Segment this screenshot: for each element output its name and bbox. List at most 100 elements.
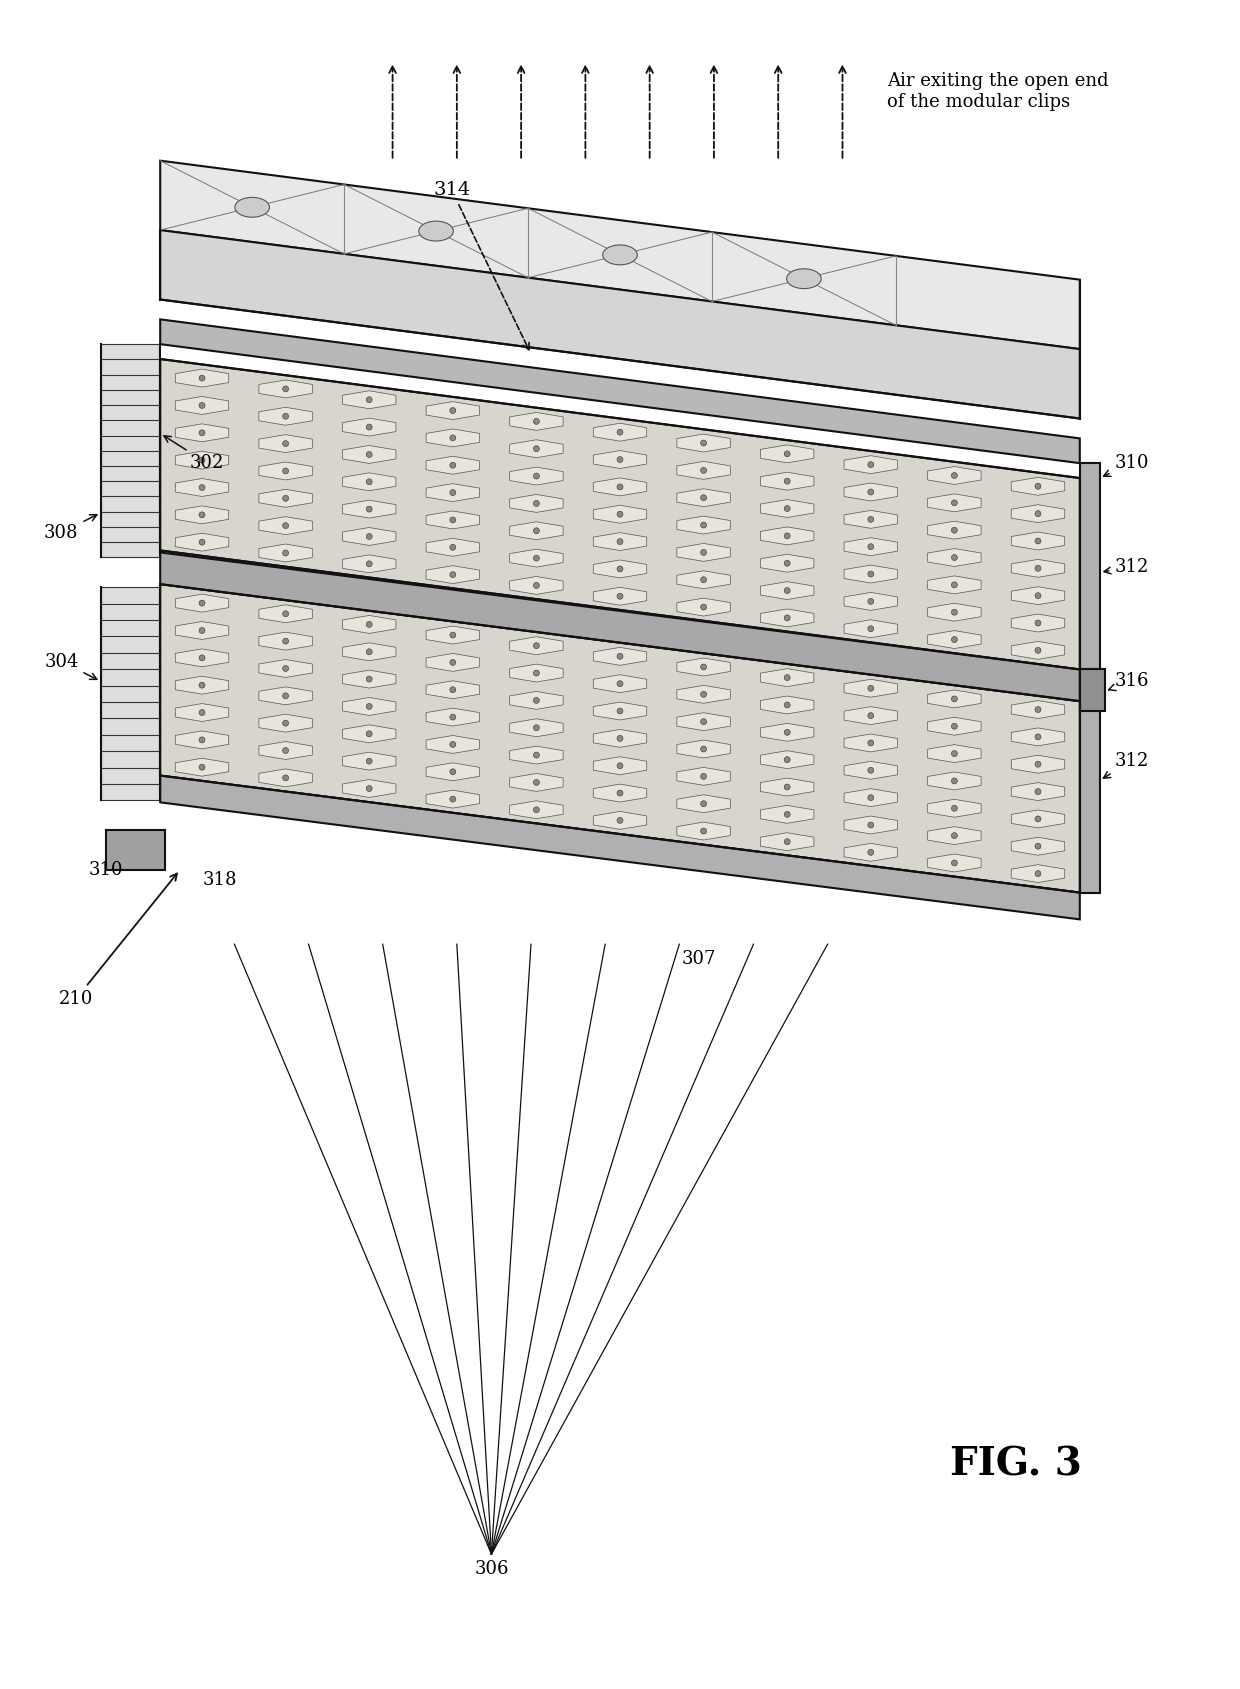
Circle shape bbox=[450, 490, 456, 495]
Polygon shape bbox=[427, 429, 480, 448]
Polygon shape bbox=[175, 731, 228, 748]
Polygon shape bbox=[175, 507, 228, 524]
Circle shape bbox=[701, 747, 707, 752]
Circle shape bbox=[701, 720, 707, 725]
Circle shape bbox=[951, 527, 957, 534]
Circle shape bbox=[784, 757, 790, 763]
Polygon shape bbox=[160, 775, 1080, 919]
Polygon shape bbox=[1012, 505, 1065, 522]
Polygon shape bbox=[259, 434, 312, 453]
Circle shape bbox=[450, 571, 456, 578]
Polygon shape bbox=[760, 610, 813, 627]
Polygon shape bbox=[844, 762, 898, 779]
Circle shape bbox=[533, 419, 539, 424]
Polygon shape bbox=[510, 522, 563, 540]
Circle shape bbox=[283, 387, 289, 392]
Polygon shape bbox=[593, 647, 647, 665]
Polygon shape bbox=[844, 620, 898, 638]
Polygon shape bbox=[593, 730, 647, 747]
Polygon shape bbox=[928, 689, 981, 708]
Circle shape bbox=[951, 806, 957, 811]
Text: 306: 306 bbox=[474, 1561, 508, 1578]
Text: 318: 318 bbox=[202, 872, 237, 888]
Circle shape bbox=[283, 638, 289, 644]
Circle shape bbox=[868, 794, 874, 801]
Polygon shape bbox=[593, 757, 647, 775]
Circle shape bbox=[450, 768, 456, 775]
Circle shape bbox=[200, 429, 205, 436]
Polygon shape bbox=[160, 552, 1080, 701]
Polygon shape bbox=[175, 649, 228, 667]
Polygon shape bbox=[760, 500, 813, 517]
Polygon shape bbox=[259, 768, 312, 787]
Polygon shape bbox=[677, 488, 730, 507]
Circle shape bbox=[450, 659, 456, 665]
Circle shape bbox=[1035, 593, 1040, 598]
Polygon shape bbox=[175, 478, 228, 497]
Polygon shape bbox=[510, 468, 563, 485]
Polygon shape bbox=[677, 571, 730, 589]
Polygon shape bbox=[259, 714, 312, 731]
Polygon shape bbox=[160, 584, 1080, 892]
Text: 302: 302 bbox=[164, 436, 224, 473]
Polygon shape bbox=[427, 735, 480, 753]
Circle shape bbox=[200, 485, 205, 490]
Polygon shape bbox=[677, 598, 730, 616]
Circle shape bbox=[618, 512, 622, 517]
Polygon shape bbox=[1012, 811, 1065, 828]
Polygon shape bbox=[760, 723, 813, 741]
Circle shape bbox=[868, 461, 874, 468]
Circle shape bbox=[533, 752, 539, 758]
Polygon shape bbox=[593, 532, 647, 551]
Polygon shape bbox=[175, 534, 228, 551]
Polygon shape bbox=[677, 823, 730, 839]
Circle shape bbox=[366, 561, 372, 568]
Circle shape bbox=[533, 527, 539, 534]
Circle shape bbox=[868, 713, 874, 718]
Polygon shape bbox=[677, 740, 730, 758]
Polygon shape bbox=[342, 446, 396, 463]
Circle shape bbox=[784, 561, 790, 566]
Polygon shape bbox=[593, 674, 647, 692]
Polygon shape bbox=[760, 750, 813, 768]
Polygon shape bbox=[510, 774, 563, 792]
Polygon shape bbox=[510, 576, 563, 595]
Polygon shape bbox=[427, 627, 480, 644]
Circle shape bbox=[200, 458, 205, 463]
Polygon shape bbox=[427, 566, 480, 584]
Polygon shape bbox=[510, 637, 563, 655]
Polygon shape bbox=[677, 686, 730, 703]
Circle shape bbox=[366, 704, 372, 709]
Circle shape bbox=[951, 554, 957, 561]
Polygon shape bbox=[760, 581, 813, 600]
Text: 314: 314 bbox=[433, 181, 529, 350]
Circle shape bbox=[784, 839, 790, 844]
Circle shape bbox=[618, 790, 622, 796]
Circle shape bbox=[200, 539, 205, 546]
Circle shape bbox=[868, 625, 874, 632]
Circle shape bbox=[618, 763, 622, 768]
Polygon shape bbox=[593, 703, 647, 720]
Circle shape bbox=[533, 725, 539, 731]
Polygon shape bbox=[677, 517, 730, 534]
Circle shape bbox=[450, 436, 456, 441]
Circle shape bbox=[868, 823, 874, 828]
Polygon shape bbox=[928, 826, 981, 844]
Circle shape bbox=[283, 665, 289, 672]
Polygon shape bbox=[844, 456, 898, 473]
Polygon shape bbox=[160, 319, 1080, 463]
Circle shape bbox=[701, 468, 707, 473]
Polygon shape bbox=[342, 473, 396, 491]
Polygon shape bbox=[427, 539, 480, 556]
Circle shape bbox=[200, 512, 205, 519]
Polygon shape bbox=[593, 784, 647, 802]
Polygon shape bbox=[342, 752, 396, 770]
Circle shape bbox=[784, 730, 790, 735]
Polygon shape bbox=[259, 544, 312, 562]
Polygon shape bbox=[760, 527, 813, 546]
Circle shape bbox=[701, 576, 707, 583]
Circle shape bbox=[618, 593, 622, 600]
Polygon shape bbox=[928, 772, 981, 790]
Circle shape bbox=[784, 784, 790, 790]
Circle shape bbox=[283, 748, 289, 753]
